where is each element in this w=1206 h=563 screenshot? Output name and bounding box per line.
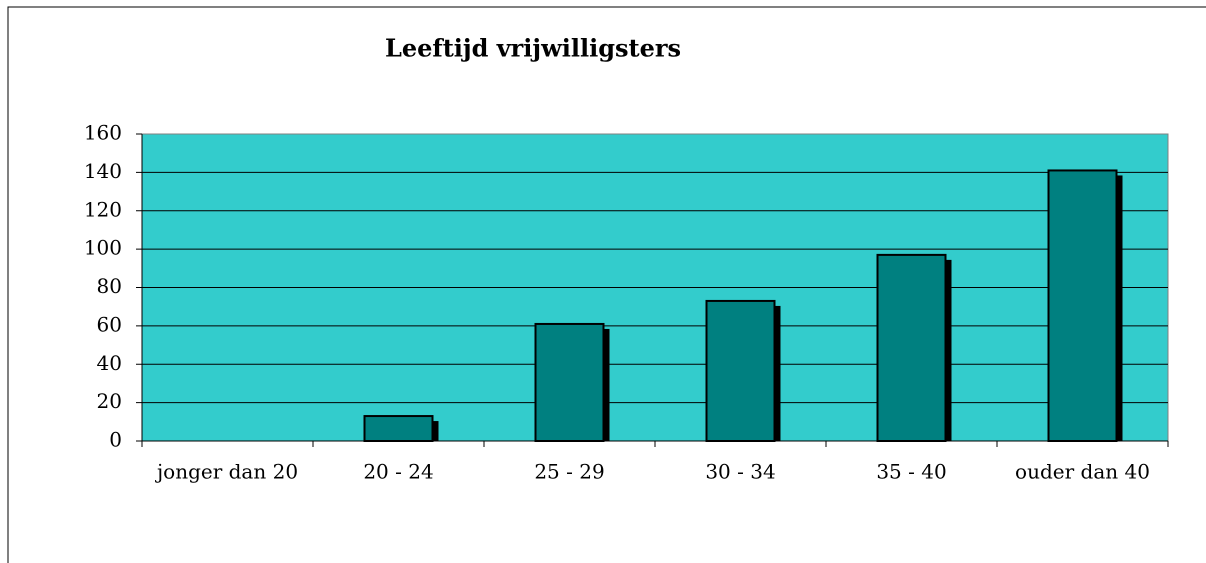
bar — [363, 415, 434, 442]
y-tick-label: 120 — [84, 197, 122, 221]
x-tick-label: 35 - 40 — [876, 460, 946, 484]
y-tick-label: 0 — [109, 428, 122, 452]
y-tick-label: 80 — [97, 274, 122, 298]
y-tick-label: 40 — [97, 351, 122, 375]
bar — [1047, 169, 1118, 443]
bar — [534, 322, 605, 442]
bar — [876, 253, 947, 442]
chart-title: Leeftijd vrijwilligsters — [385, 34, 681, 63]
y-tick-label: 140 — [84, 159, 122, 183]
bar — [705, 299, 776, 442]
y-tick-label: 20 — [97, 389, 122, 413]
x-tick-label: 30 - 34 — [705, 460, 775, 484]
y-tick-label: 100 — [84, 236, 122, 260]
y-tick-label: 160 — [84, 121, 122, 145]
x-tick-label: 25 - 29 — [534, 460, 604, 484]
y-tick-label: 60 — [97, 312, 122, 336]
x-tick-label: jonger dan 20 — [155, 460, 298, 484]
x-tick-label: 20 - 24 — [363, 460, 433, 484]
x-tick-label: ouder dan 40 — [1015, 460, 1150, 484]
